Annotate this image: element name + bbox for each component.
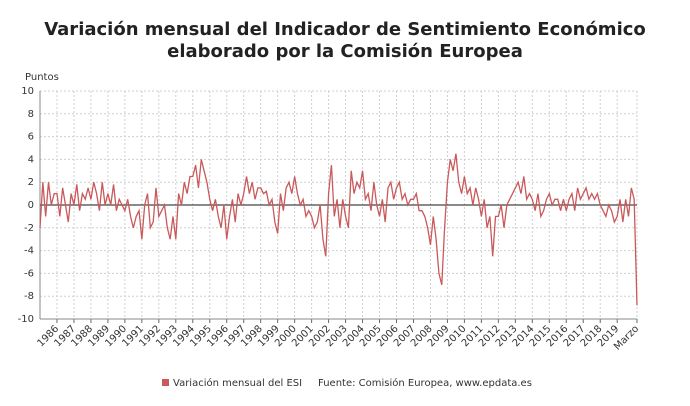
y-tick-label: -8 xyxy=(24,291,34,302)
legend-swatch xyxy=(162,379,169,386)
y-tick-label: 0 xyxy=(28,200,34,211)
y-tick-label: 2 xyxy=(28,177,34,188)
data-line xyxy=(39,153,638,306)
chart-title: Variación mensual del Indicador de Senti… xyxy=(44,19,646,40)
y-tick-label: 8 xyxy=(28,109,34,120)
y-tick-label: -6 xyxy=(24,268,34,279)
chart-title: elaborado por la Comisión Europea xyxy=(167,41,523,62)
y-tick-label: 4 xyxy=(28,154,34,165)
y-tick-label: 6 xyxy=(28,132,34,143)
y-tick-label: -10 xyxy=(18,314,34,325)
y-tick-label: -4 xyxy=(24,246,34,257)
y-axis-label: Puntos xyxy=(25,72,59,83)
y-tick-label: 10 xyxy=(21,86,34,97)
legend-label: Variación mensual del ESI xyxy=(173,377,302,389)
y-tick-label: -2 xyxy=(24,223,34,234)
source-note: Fuente: Comisión Europea, www.epdata.es xyxy=(318,377,532,389)
